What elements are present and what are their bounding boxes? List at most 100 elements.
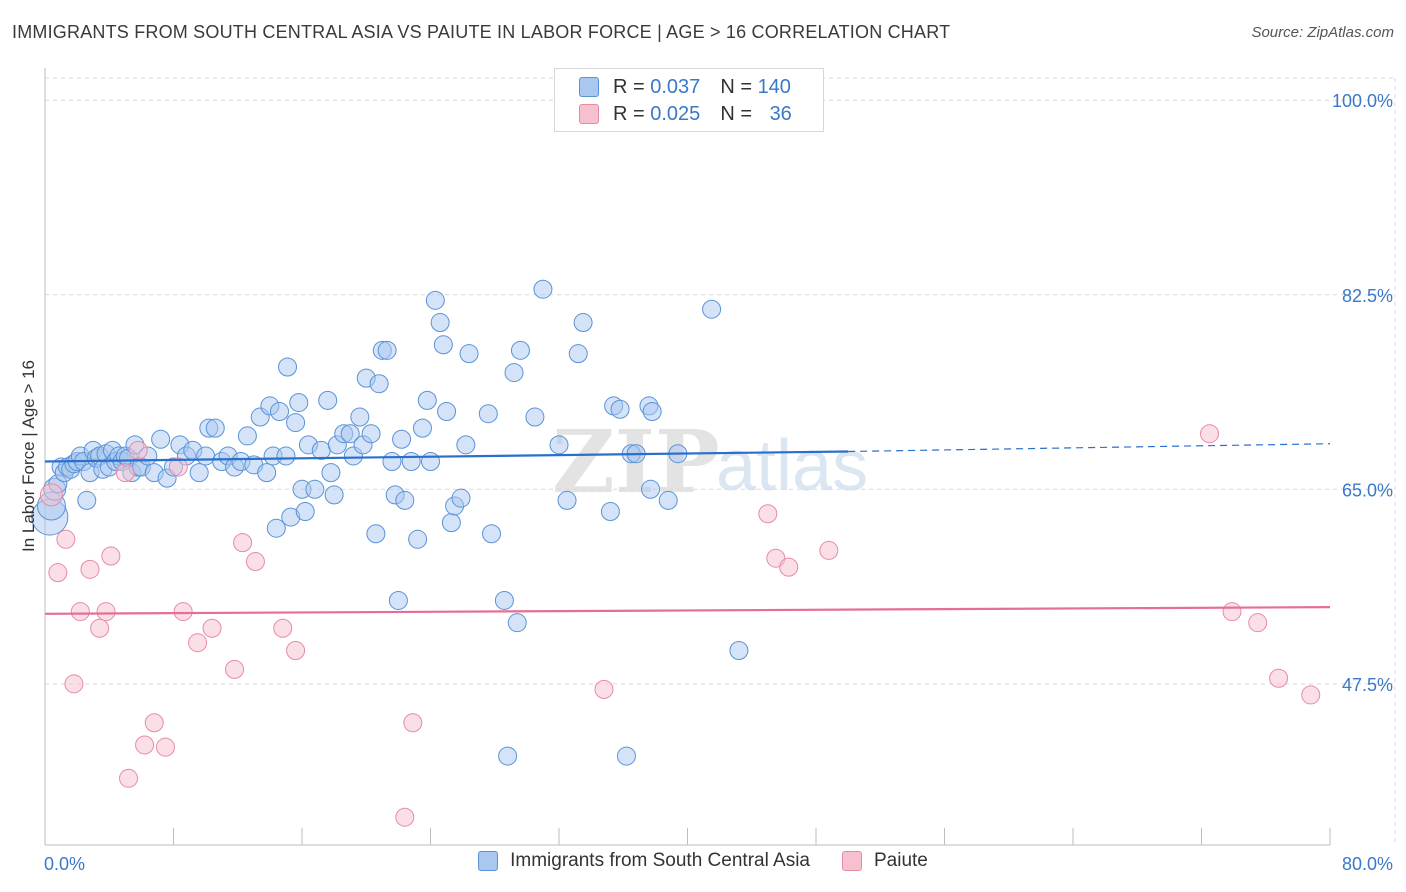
stats-legend: R = 0.037 N = 140 R = 0.025 N = 36 xyxy=(554,68,824,132)
data-point-immigrants xyxy=(642,401,662,421)
data-point-immigrants xyxy=(276,446,296,466)
x-tick-label-min: 0.0% xyxy=(44,854,85,874)
data-point-immigrants xyxy=(437,401,457,421)
data-point-paiute xyxy=(90,618,110,638)
data-point-paiute xyxy=(202,618,222,638)
data-point-immigrants xyxy=(395,490,415,510)
data-point-immigrants xyxy=(417,390,437,410)
legend-r-label: R = xyxy=(613,102,651,125)
legend-n-value: 140 xyxy=(757,75,791,98)
data-point-immigrants xyxy=(321,463,341,483)
legend-swatch-blue xyxy=(478,851,499,871)
data-point-paiute xyxy=(819,540,839,560)
legend-n-label: N = xyxy=(720,102,758,125)
data-point-paiute xyxy=(173,602,193,622)
watermark: ZIP atlas xyxy=(552,412,868,513)
data-point-immigrants xyxy=(456,435,476,455)
data-point-paiute xyxy=(1269,668,1289,688)
data-point-immigrants xyxy=(421,452,440,471)
y-tick-label: 65.0% xyxy=(1342,480,1393,500)
data-point-paiute xyxy=(188,633,208,653)
data-point-immigrants xyxy=(340,424,360,444)
axes xyxy=(44,68,1331,846)
data-point-immigrants xyxy=(482,524,502,544)
data-point-paiute xyxy=(144,713,164,733)
data-point-immigrants xyxy=(441,513,461,533)
data-point-paiute xyxy=(233,533,253,553)
data-point-immigrants xyxy=(658,490,678,510)
data-point-immigrants xyxy=(494,590,514,610)
data-point-immigrants xyxy=(498,746,518,766)
data-point-paiute xyxy=(245,552,265,572)
y-axis-label: In Labor Force | Age > 16 xyxy=(19,360,38,552)
trend-lines xyxy=(44,443,1331,615)
data-point-paiute xyxy=(128,440,148,460)
data-point-immigrants xyxy=(305,479,325,499)
legend-label-paiute: Paiute xyxy=(874,850,928,871)
data-point-paiute xyxy=(594,679,614,699)
data-point-immigrants xyxy=(641,479,661,499)
data-point-immigrants xyxy=(151,429,171,449)
legend-r-value: 0.025 xyxy=(650,102,701,125)
data-point-immigrants xyxy=(504,363,524,383)
y-tick-label: 82.5% xyxy=(1342,286,1393,306)
data-point-paiute xyxy=(119,768,139,788)
data-point-paiute xyxy=(286,640,306,660)
data-point-immigrants xyxy=(573,313,593,333)
data-point-immigrants xyxy=(600,502,620,522)
data-point-immigrants xyxy=(451,488,471,508)
series-paiute-points xyxy=(39,424,1321,827)
data-point-paiute xyxy=(395,807,415,827)
data-point-immigrants xyxy=(510,340,530,360)
data-point-immigrants xyxy=(382,452,402,471)
data-point-paiute xyxy=(779,557,799,577)
data-point-paiute xyxy=(135,735,155,755)
trend-line-paiute xyxy=(44,606,1331,615)
data-point-immigrants xyxy=(205,418,225,438)
data-point-paiute xyxy=(96,602,116,622)
data-point-immigrants xyxy=(408,529,428,549)
trend-line-immigrants-projection xyxy=(848,443,1331,453)
data-point-immigrants xyxy=(366,524,386,544)
data-point-immigrants xyxy=(616,746,636,766)
data-point-immigrants xyxy=(311,440,331,460)
data-point-immigrants xyxy=(377,340,397,360)
x-tick-label-max: 80.0% xyxy=(1342,854,1393,874)
data-point-immigrants xyxy=(369,374,389,394)
data-point-paiute xyxy=(273,618,293,638)
data-point-paiute xyxy=(56,529,76,549)
data-point-immigrants xyxy=(189,463,209,483)
watermark-atlas: atlas xyxy=(716,426,868,506)
data-point-paiute xyxy=(64,674,84,694)
legend-item-paiute[interactable]: Paiute xyxy=(842,850,928,872)
data-point-immigrants xyxy=(610,399,630,419)
data-point-immigrants xyxy=(295,502,315,522)
data-point-immigrants xyxy=(350,407,370,427)
y-tick-label: 100.0% xyxy=(1332,91,1393,111)
data-point-immigrants xyxy=(430,313,450,333)
data-point-immigrants xyxy=(289,393,309,413)
data-point-immigrants xyxy=(459,344,479,364)
legend-n-value: 36 xyxy=(769,102,792,125)
data-point-immigrants xyxy=(525,407,545,427)
data-point-paiute xyxy=(39,483,63,507)
series-legend: Immigrants from South Central Asia Paiut… xyxy=(0,850,1406,872)
data-point-immigrants xyxy=(324,485,344,505)
legend-row-paiute: R = 0.025 N = 36 xyxy=(579,102,792,126)
chart-title: IMMIGRANTS FROM SOUTH CENTRAL ASIA VS PA… xyxy=(12,22,951,42)
legend-item-immigrants[interactable]: Immigrants from South Central Asia xyxy=(478,850,810,872)
legend-r-value: 0.037 xyxy=(650,75,701,98)
data-point-immigrants xyxy=(478,404,498,424)
y-tick-label: 47.5% xyxy=(1342,675,1393,695)
data-point-paiute xyxy=(101,546,121,566)
trend-line-immigrants xyxy=(44,450,849,463)
legend-r-label: R = xyxy=(613,75,651,98)
data-point-immigrants xyxy=(401,452,421,471)
data-point-immigrants xyxy=(257,463,277,483)
data-point-paiute xyxy=(1222,602,1242,622)
data-point-paiute xyxy=(225,659,245,679)
legend-n-label: N = xyxy=(720,75,758,98)
data-point-immigrants xyxy=(702,299,722,319)
data-point-immigrants xyxy=(278,357,298,377)
legend-swatch-blue xyxy=(579,77,599,97)
